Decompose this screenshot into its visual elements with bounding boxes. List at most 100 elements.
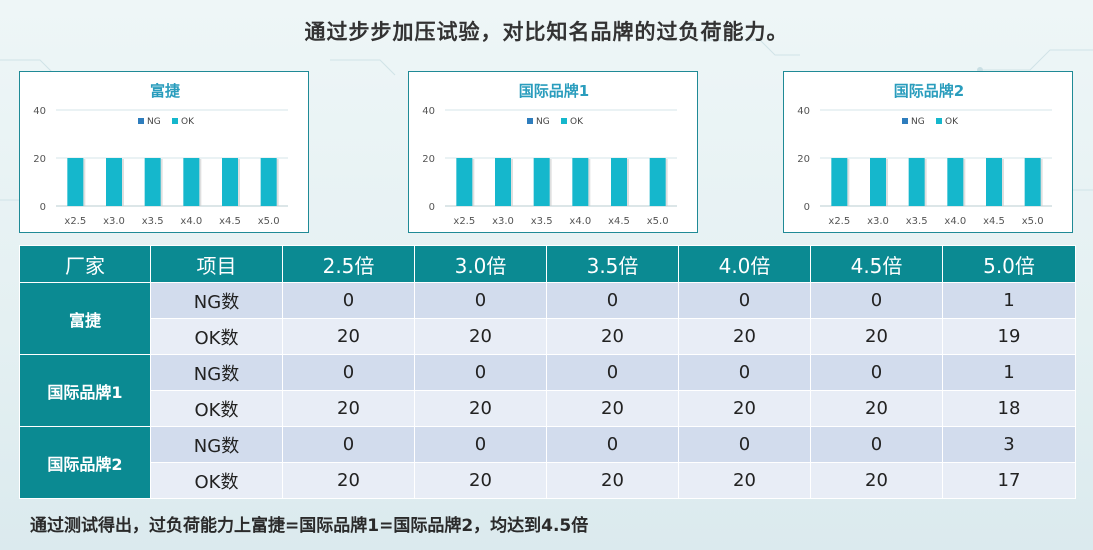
value-cell: 0 [546,354,679,391]
y-tick-label: 40 [797,106,810,117]
value-cell: 0 [678,282,811,319]
x-tick-label: x3.0 [867,216,889,227]
x-tick-label: x3.0 [492,216,514,227]
bar-chart-brand2: 国际品牌2 0 20 40 NG OK x2.5 x3.0 x3.5 x4.0 x4.5 x5.0 [797,82,1052,227]
x-tick-label: x4.5 [608,216,630,227]
vendor-cell: 国际品牌1 [19,354,151,427]
value-cell: 0 [546,282,679,319]
item-cell: NG数 [150,354,283,391]
legend-label: NG [147,117,161,127]
header-5-0x: 5.0倍 [942,245,1076,283]
value-cell: 20 [414,318,547,355]
vendor-cell: 国际品牌2 [19,426,151,499]
value-cell: 0 [678,426,811,463]
value-cell: 0 [414,354,547,391]
x-tick-label: x5.0 [1022,216,1044,227]
chart-panel-brand1: 国际品牌1 0 20 40 NG OK x2.5 x3.0 x3.5 x4.0 x4.5 x5.0 [408,71,698,233]
chart-title: 国际品牌2 [894,82,964,100]
conclusion-text: 通过测试得出，过负荷能力上富捷=国际品牌1=国际品牌2，均达到4.5倍 [30,516,589,536]
bar-ok [649,158,666,206]
y-tick-label: 20 [422,154,435,165]
value-cell: 0 [810,354,943,391]
value-cell: 19 [942,318,1076,355]
x-tick-label: x5.0 [647,216,669,227]
value-cell: 20 [414,462,547,499]
bar-ok [1024,158,1041,206]
y-tick-label: 0 [804,202,810,213]
value-cell: 0 [282,354,415,391]
bar-ok [67,158,84,206]
table-row: OK数 20 20 20 20 20 17 [20,462,1076,499]
x-tick-label: x4.5 [219,216,241,227]
y-tick-label: 40 [422,106,435,117]
legend-swatch-ng [902,118,908,124]
value-cell: 18 [942,390,1076,427]
y-tick-label: 0 [40,202,46,213]
value-cell: 20 [810,390,943,427]
bar-ok [831,158,848,206]
value-cell: 20 [810,462,943,499]
item-cell: NG数 [150,282,283,319]
legend-label: OK [945,117,959,127]
x-tick-label: x3.5 [531,216,553,227]
results-table: 厂家 项目 2.5倍 3.0倍 3.5倍 4.0倍 4.5倍 5.0倍 富捷 N… [19,245,1076,499]
value-cell: 20 [678,390,811,427]
legend-swatch-ok [561,118,567,124]
header-3-0x: 3.0倍 [414,245,547,283]
bar-chart-fujie: 富捷 0 20 40 NG OK x2.5 x3.0 x3.5 x4.0 x4.5 x5.0 [33,82,288,227]
value-cell: 20 [678,318,811,355]
bar-ok [947,158,964,206]
legend-label: NG [536,117,550,127]
x-tick-label: x3.5 [142,216,164,227]
value-cell: 20 [414,390,547,427]
page-title: 通过步步加压试验，对比知名品牌的过负荷能力。 [304,20,789,44]
legend-swatch-ok [936,118,942,124]
bar-ok [106,158,122,206]
value-cell: 0 [282,426,415,463]
x-tick-label: x2.5 [64,216,86,227]
results-table-container: 厂家 项目 2.5倍 3.0倍 3.5倍 4.0倍 4.5倍 5.0倍 富捷 N… [19,245,1076,499]
x-tick-label: x5.0 [258,216,280,227]
x-tick-label: x3.0 [103,216,125,227]
y-tick-label: 0 [429,202,435,213]
item-cell: OK数 [150,318,283,355]
header-3-5x: 3.5倍 [546,245,679,283]
value-cell: 0 [546,426,679,463]
bar-ok [986,158,1002,206]
x-tick-label: x4.5 [983,216,1005,227]
item-cell: NG数 [150,426,283,463]
bar-ok [183,158,200,206]
bar-ok [495,158,511,206]
x-tick-label: x4.0 [180,216,202,227]
legend-swatch-ng [527,118,533,124]
legend-label: OK [570,117,584,127]
table-header-row: 厂家 项目 2.5倍 3.0倍 3.5倍 4.0倍 4.5倍 5.0倍 [19,245,1076,283]
table-row: 国际品牌1 NG数 0 0 0 0 0 1 [19,354,1076,427]
bar-ok [870,158,886,206]
x-tick-label: x4.0 [569,216,591,227]
value-cell: 1 [942,354,1076,391]
value-cell: 0 [414,426,547,463]
table-row: OK数 20 20 20 20 20 19 [20,318,1076,355]
bar-ok [572,158,589,206]
chart-title: 国际品牌1 [519,82,589,100]
bar-ok [611,158,627,206]
legend-label: OK [181,117,195,127]
x-tick-label: x2.5 [453,216,475,227]
chart-panel-fujie: 富捷 0 20 40 NG OK x2.5 x3.0 x3.5 x4.0 x4.5 x5.0 [19,71,309,233]
value-cell: 0 [414,282,547,319]
bar-ok [456,158,473,206]
value-cell: 3 [942,426,1076,463]
value-cell: 20 [546,390,679,427]
value-cell: 0 [282,282,415,319]
legend-swatch-ng [138,118,144,124]
header-4-5x: 4.5倍 [810,245,943,283]
bar-ok [260,158,277,206]
table-row: OK数 20 20 20 20 20 18 [20,390,1076,427]
value-cell: 17 [942,462,1076,499]
y-tick-label: 40 [33,106,46,117]
legend-swatch-ok [172,118,178,124]
value-cell: 20 [810,318,943,355]
table-row: 富捷 NG数 0 0 0 0 0 1 [19,282,1076,355]
value-cell: 0 [810,282,943,319]
